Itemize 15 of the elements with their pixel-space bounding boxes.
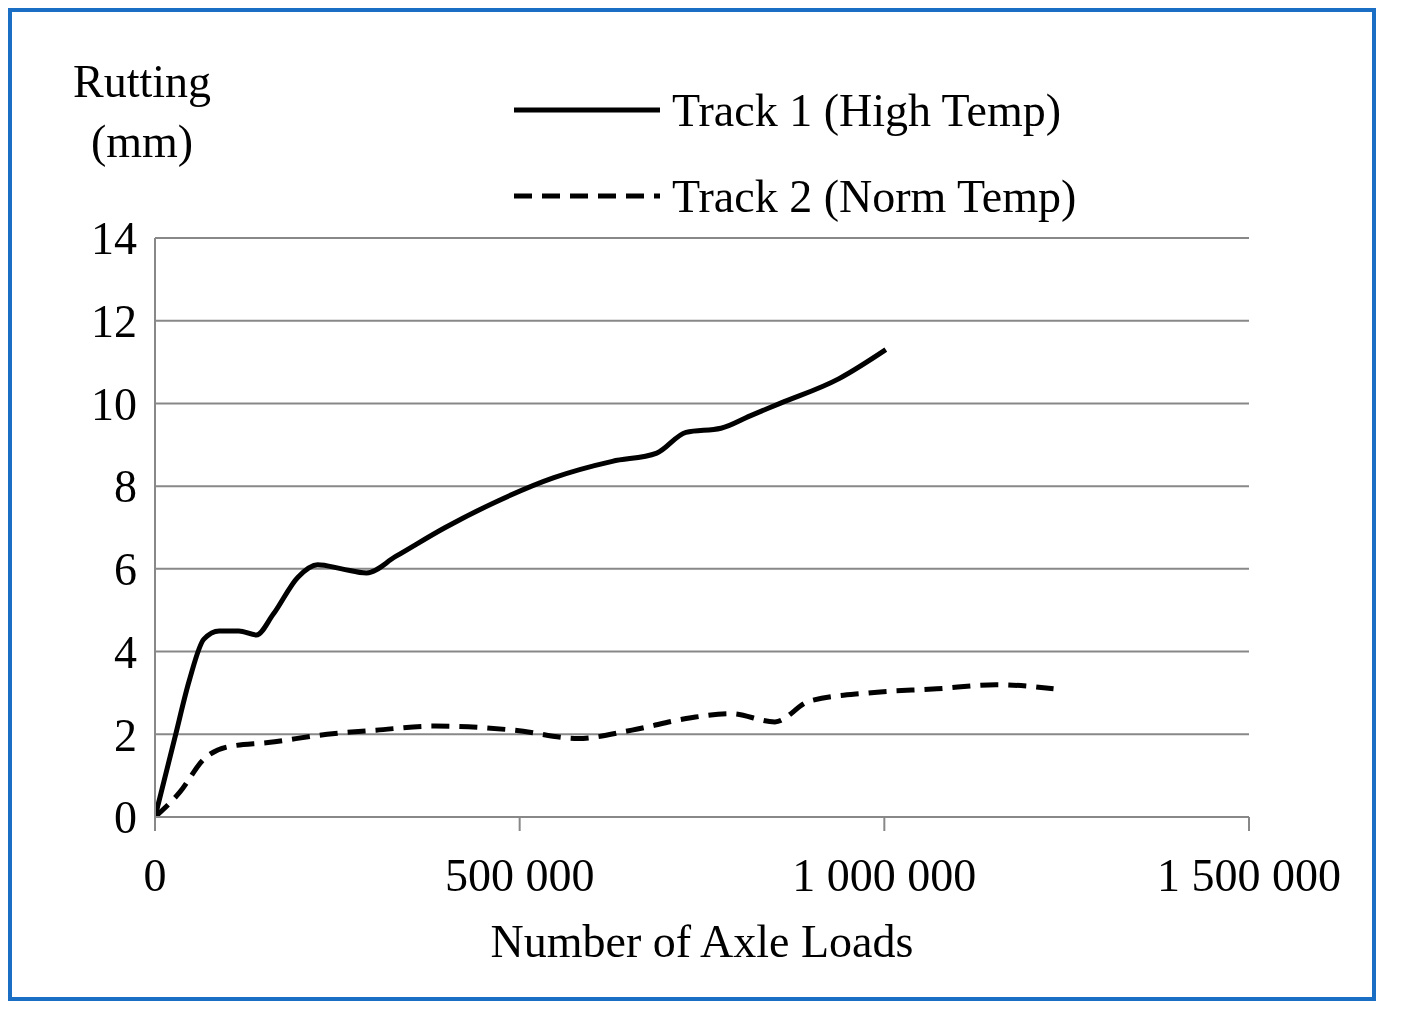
- y-tick-label: 14: [91, 213, 137, 265]
- x-tick-label: 1 500 000: [1157, 849, 1341, 901]
- x-tick-label: 1 000 000: [792, 849, 977, 901]
- x-tick-label: 500 000: [444, 849, 595, 901]
- y-tick-label: 0: [114, 792, 137, 844]
- y-tick-label: 10: [91, 378, 137, 430]
- x-axis-title: Number of Axle Loads: [490, 916, 914, 967]
- y-axis-title: Rutting (mm): [72, 55, 212, 169]
- y-tick-label: 4: [114, 626, 137, 678]
- y-tick-label: 8: [114, 461, 137, 513]
- legend-label: Track 1 (High Temp): [672, 83, 1062, 137]
- y-tick-label: 2: [114, 709, 137, 761]
- y-tick-label: 12: [91, 296, 137, 348]
- legend-label: Track 2 (Norm Temp): [672, 169, 1077, 223]
- y-tick-label: 6: [114, 544, 137, 596]
